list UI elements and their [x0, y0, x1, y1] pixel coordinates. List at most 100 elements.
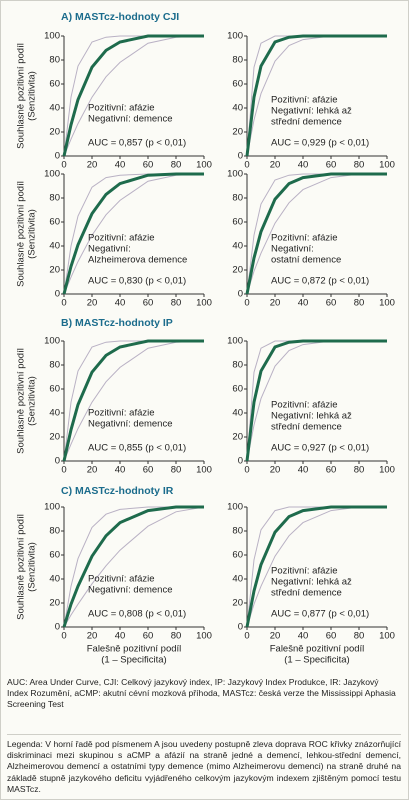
- x-tick-label: 40: [298, 631, 309, 642]
- y-tick-label: 100: [44, 31, 60, 42]
- x-tick-label: 80: [171, 631, 182, 642]
- y-tick-label: 40: [49, 574, 60, 585]
- x-tick-label: 100: [379, 465, 395, 476]
- roc-curve: [62, 339, 204, 462]
- annotation: AUC = 0,830 (p < 0,01): [88, 276, 186, 287]
- annotation: AUC = 0,929 (p < 0,01): [271, 138, 369, 149]
- x-tick-label: 40: [115, 160, 126, 171]
- annotation: Pozitivní: afázie: [271, 400, 338, 411]
- y-tick-label: 40: [232, 408, 243, 419]
- y-tick-label: 20: [49, 265, 60, 276]
- y-axis-label: (Senzitivita): [27, 209, 38, 259]
- x-tick-label: 80: [171, 298, 182, 309]
- x-tick-label: 60: [326, 465, 337, 476]
- x-tick-label: 40: [115, 465, 126, 476]
- y-tick-label: 0: [55, 456, 60, 467]
- y-axis-label: (Senzitivita): [27, 542, 38, 592]
- annotation: Negativní: lehká až: [271, 106, 352, 117]
- annotation: střední demence: [271, 422, 342, 433]
- y-tick-label: 0: [55, 289, 60, 300]
- y-axis-label: Souhlasně pozitivní podíl: [16, 348, 27, 454]
- x-tick-label: 40: [298, 298, 309, 309]
- y-axis-label: Souhlasně pozitivní podíl: [16, 43, 27, 149]
- annotation: AUC = 0,877 (p < 0,01): [271, 609, 369, 620]
- roc-curve: [245, 339, 387, 462]
- y-axis-label: Souhlasně pozitivní podíl: [16, 514, 27, 620]
- annotation: Alzheimerova demence: [88, 255, 187, 266]
- x-tick-label: 20: [270, 631, 281, 642]
- x-tick-label: 100: [196, 465, 212, 476]
- y-tick-label: 40: [49, 241, 60, 252]
- annotation: Negativní: demence: [88, 419, 173, 430]
- y-tick-label: 80: [49, 193, 60, 204]
- y-tick-label: 60: [49, 384, 60, 395]
- x-tick-label: 20: [87, 465, 98, 476]
- x-tick-label: 60: [326, 160, 337, 171]
- y-tick-label: 20: [232, 265, 243, 276]
- x-tick-label: 0: [244, 160, 249, 171]
- y-tick-label: 100: [44, 169, 60, 180]
- y-tick-label: 100: [227, 336, 243, 347]
- y-tick-label: 100: [227, 502, 243, 513]
- x-axis-label: (1 – Specificita): [101, 655, 166, 666]
- x-axis-label: Falešně pozitivní podíl: [270, 644, 365, 655]
- x-tick-label: 60: [326, 631, 337, 642]
- roc-curve: [63, 340, 205, 462]
- annotation: AUC = 0,855 (p < 0,01): [88, 443, 186, 454]
- x-tick-label: 80: [354, 631, 365, 642]
- y-tick-label: 80: [232, 55, 243, 66]
- annotation: Negativní: lehká až: [271, 577, 352, 588]
- annotation: střední demence: [271, 117, 342, 128]
- annotation: Pozitivní: afázie: [271, 233, 338, 244]
- x-tick-label: 60: [143, 465, 154, 476]
- y-tick-label: 60: [232, 384, 243, 395]
- y-tick-label: 100: [227, 31, 243, 42]
- x-tick-label: 20: [270, 465, 281, 476]
- x-tick-label: 80: [354, 298, 365, 309]
- section-title: A) MASTcz-hodnoty CJI: [61, 11, 179, 23]
- charts: A) MASTcz-hodnoty CJI B) MASTcz-hodnoty I…: [16, 11, 395, 666]
- legend-text: Legenda: V horní řadě pod písmenem A jso…: [7, 739, 401, 794]
- x-tick-label: 100: [379, 298, 395, 309]
- y-tick-label: 80: [232, 193, 243, 204]
- x-tick-label: 0: [61, 465, 66, 476]
- y-tick-label: 80: [49, 55, 60, 66]
- x-tick-label: 0: [61, 631, 66, 642]
- y-tick-label: 20: [49, 127, 60, 138]
- x-tick-label: 100: [196, 298, 212, 309]
- x-tick-label: 40: [298, 160, 309, 171]
- roc-curve: [245, 34, 387, 157]
- roc-curve: [245, 172, 387, 295]
- y-tick-label: 60: [232, 217, 243, 228]
- y-tick-label: 60: [49, 217, 60, 228]
- y-tick-label: 40: [232, 103, 243, 114]
- x-tick-label: 20: [87, 631, 98, 642]
- y-axis-label: (Senzitivita): [27, 71, 38, 121]
- y-tick-label: 0: [238, 151, 243, 162]
- y-tick-label: 20: [49, 432, 60, 443]
- y-tick-label: 40: [49, 103, 60, 114]
- y-tick-label: 20: [49, 598, 60, 609]
- y-tick-label: 20: [232, 432, 243, 443]
- y-tick-label: 40: [232, 241, 243, 252]
- section-title: B) MASTcz-hodnoty IP: [61, 317, 173, 329]
- y-tick-label: 100: [44, 502, 60, 513]
- y-tick-label: 0: [55, 622, 60, 633]
- annotation: AUC = 0,927 (p < 0,01): [271, 443, 369, 454]
- y-axis-label: Souhlasně pozitivní podíl: [16, 181, 27, 287]
- y-axis-label: (Senzitivita): [27, 376, 38, 426]
- y-tick-label: 80: [232, 526, 243, 537]
- roc-curve: [62, 172, 204, 295]
- x-tick-label: 20: [270, 160, 281, 171]
- annotation: AUC = 0,808 (p < 0,01): [88, 609, 186, 620]
- x-tick-label: 0: [244, 298, 249, 309]
- x-tick-label: 80: [354, 465, 365, 476]
- x-axis-label: Falešně pozitivní podíl: [87, 644, 182, 655]
- y-tick-label: 80: [49, 526, 60, 537]
- roc-curve: [62, 505, 204, 628]
- annotation: Negativní: demence: [88, 114, 173, 125]
- x-tick-label: 100: [379, 160, 395, 171]
- x-tick-label: 60: [143, 631, 154, 642]
- y-tick-label: 100: [44, 336, 60, 347]
- x-tick-label: 40: [115, 298, 126, 309]
